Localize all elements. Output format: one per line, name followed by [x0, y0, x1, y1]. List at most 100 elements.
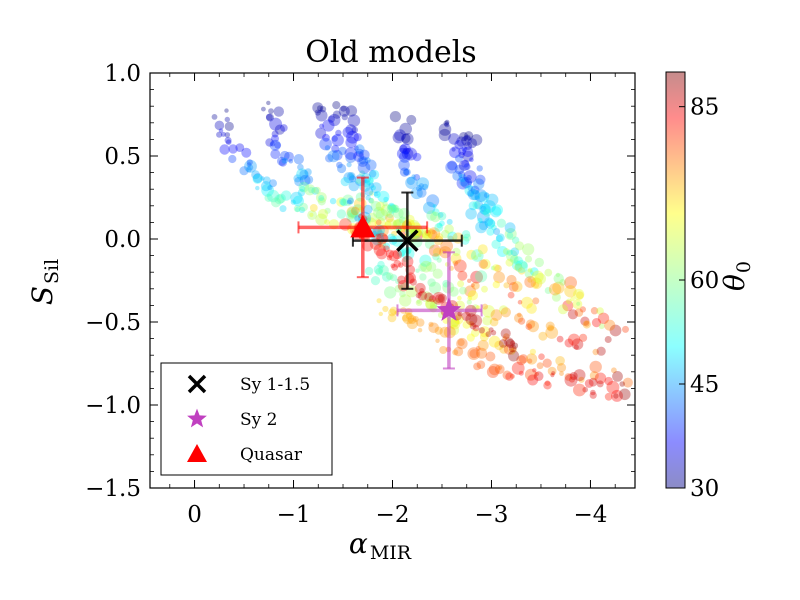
model-point: [461, 146, 468, 152]
model-point: [494, 340, 504, 351]
model-point: [463, 233, 472, 242]
model-point: [274, 141, 282, 149]
model-point: [574, 308, 584, 317]
model-point: [475, 221, 488, 234]
model-point: [591, 318, 602, 328]
x-axis-label-sub: MIR: [370, 542, 412, 564]
observation-marker: [396, 229, 419, 252]
model-point: [429, 301, 438, 309]
model-point: [391, 207, 396, 212]
model-point: [443, 120, 449, 127]
model-point: [447, 231, 458, 242]
model-point: [498, 305, 509, 315]
model-point: [502, 248, 510, 255]
model-point: [271, 134, 279, 143]
model-point: [364, 266, 374, 276]
model-point: [297, 188, 306, 197]
model-point: [277, 156, 287, 166]
model-point: [470, 328, 480, 338]
model-point: [387, 204, 393, 210]
model-point: [476, 360, 486, 370]
model-point: [473, 362, 481, 371]
model-point: [459, 132, 469, 142]
y-axis-label-sub: Sil: [41, 259, 63, 284]
model-point: [390, 204, 398, 212]
model-point: [246, 159, 253, 166]
model-point: [436, 222, 443, 229]
model-point: [354, 144, 365, 155]
model-point: [506, 232, 514, 239]
model-point: [486, 227, 495, 236]
model-point: [335, 129, 342, 137]
model-point: [388, 204, 397, 213]
model-point: [298, 181, 310, 193]
model-point: [425, 298, 438, 311]
model-point: [538, 331, 548, 341]
model-point: [596, 346, 606, 356]
model-point: [327, 150, 340, 163]
model-point: [505, 258, 514, 267]
model-point: [382, 305, 389, 313]
x-axis-ticks: 0 −1 −2 −3 −4: [169, 73, 616, 528]
model-point: [337, 163, 347, 174]
model-point: [318, 195, 325, 201]
model-point: [491, 224, 497, 231]
model-point: [348, 173, 355, 179]
model-point: [284, 151, 294, 162]
model-point: [622, 377, 633, 388]
chart-title: Old models: [305, 35, 476, 70]
model-point: [370, 182, 382, 194]
model-point: [406, 317, 418, 330]
model-point: [457, 311, 463, 317]
model-point: [444, 122, 450, 128]
model-point: [346, 209, 359, 223]
model-point: [261, 106, 266, 112]
model-points: [211, 100, 633, 402]
model-point: [458, 170, 466, 178]
model-point: [406, 176, 415, 186]
model-point: [278, 158, 287, 167]
model-point: [490, 265, 496, 271]
model-point: [252, 173, 263, 184]
model-point: [403, 168, 411, 176]
model-point: [491, 239, 501, 249]
model-point: [555, 356, 565, 366]
model-point: [483, 192, 490, 198]
model-point: [579, 333, 588, 342]
model-point: [604, 392, 613, 401]
model-point: [448, 324, 460, 336]
model-point: [462, 150, 474, 162]
model-point: [368, 170, 377, 178]
model-point: [534, 257, 544, 268]
model-point: [386, 210, 394, 219]
model-point: [418, 291, 423, 296]
model-point: [508, 348, 516, 355]
model-point: [531, 270, 544, 283]
model-point: [518, 354, 529, 364]
model-point: [518, 267, 526, 275]
model-point: [328, 113, 341, 127]
model-point: [596, 307, 604, 315]
model-point: [596, 380, 604, 388]
model-point: [380, 204, 393, 217]
model-point: [387, 202, 396, 211]
model-point: [580, 316, 590, 326]
model-point: [488, 335, 501, 348]
model-point: [456, 176, 470, 190]
model-point: [611, 389, 623, 402]
legend-marker: [187, 374, 207, 394]
y-axis-label: S Sil: [26, 259, 63, 305]
model-point: [569, 376, 575, 383]
model-point: [348, 180, 360, 192]
model-point: [567, 309, 579, 320]
model-point: [262, 176, 271, 185]
model-point: [450, 318, 460, 327]
model-point: [604, 376, 613, 386]
model-point: [370, 201, 382, 212]
model-point: [264, 193, 273, 202]
model-point: [478, 220, 489, 231]
model-point: [527, 358, 533, 364]
model-point: [298, 206, 306, 213]
model-point: [573, 383, 586, 397]
model-point: [476, 347, 488, 359]
